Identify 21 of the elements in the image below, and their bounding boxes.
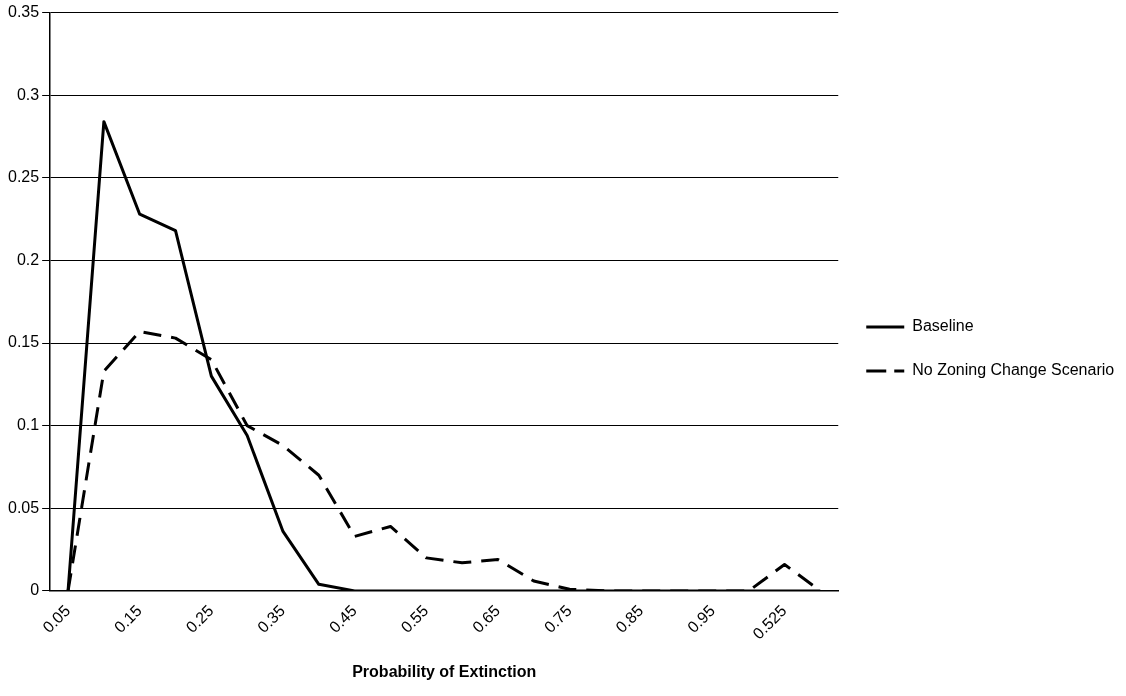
y-tick-label: 0.3 — [16, 85, 40, 103]
y-tick-label: 0 — [30, 581, 40, 599]
x-axis-title: Probability of Extinction — [352, 662, 537, 680]
legend-label: Baseline — [912, 317, 974, 335]
x-tick-label: 0.35 — [254, 601, 289, 636]
y-tick-label: 0.15 — [8, 333, 40, 351]
y-tick-label: 0.1 — [16, 416, 40, 434]
x-tick-label: 0.45 — [325, 601, 360, 636]
x-tick-label: 0.65 — [469, 601, 504, 636]
y-tick-label: 0.35 — [8, 3, 40, 21]
y-tick-label: 0.05 — [8, 498, 40, 516]
x-tick-label: 0.55 — [397, 601, 432, 636]
y-tick-label: 0.2 — [16, 250, 40, 268]
x-tick-label: 0.25 — [182, 601, 217, 636]
x-tick-label: 0.15 — [110, 601, 146, 636]
x-tick-label: 0.85 — [612, 601, 647, 636]
x-tick-label: 0.05 — [39, 601, 74, 636]
legend-label: No Zoning Change Scenario — [912, 361, 1115, 379]
y-tick-label: 0.25 — [8, 168, 40, 186]
x-tick-label: 0.75 — [540, 601, 575, 636]
x-tick-label: 0.95 — [684, 601, 719, 636]
